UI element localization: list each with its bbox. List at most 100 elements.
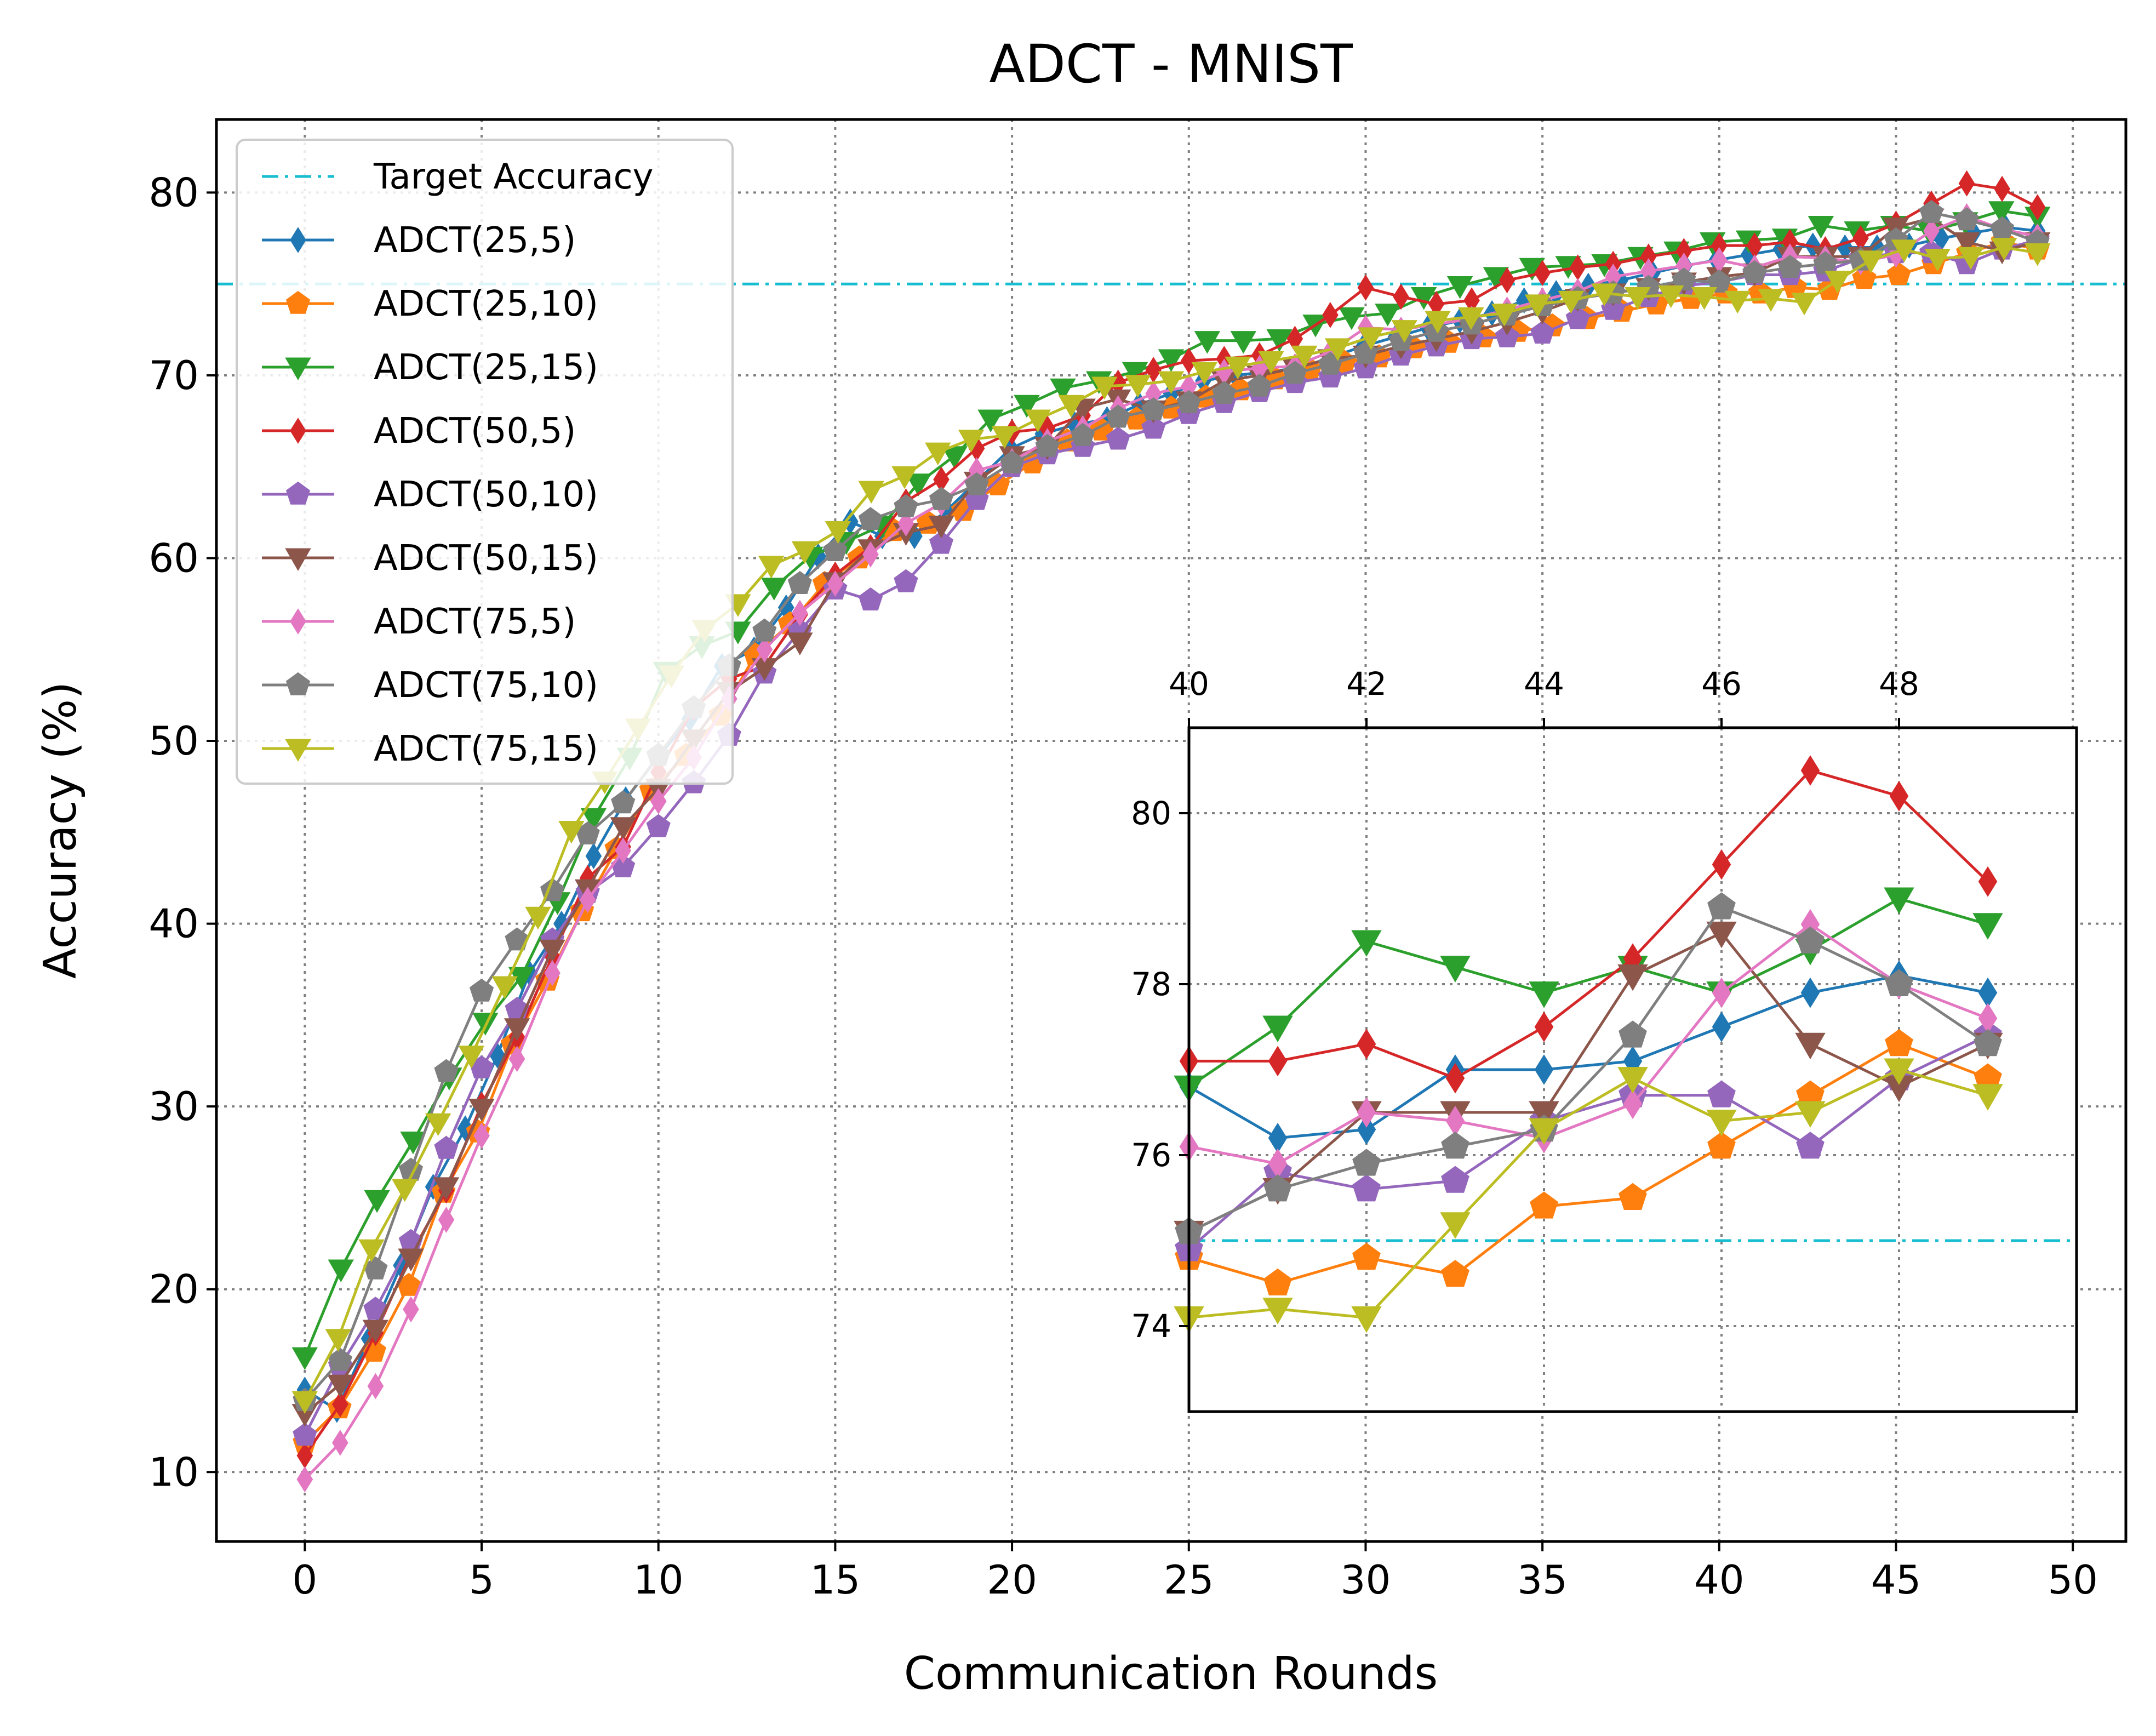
data-point	[1954, 207, 1979, 231]
data-point	[291, 1347, 318, 1370]
inset-series-line	[1188, 931, 1989, 1234]
data-point	[964, 472, 989, 495]
inset-data-point	[1623, 1088, 1643, 1120]
inset-data-point	[1357, 1029, 1376, 1060]
inset-data-point	[1884, 1058, 1914, 1086]
legend-box	[236, 139, 734, 785]
x-tick-label: 30	[1341, 1557, 1391, 1603]
data-point	[1230, 331, 1257, 354]
inset-data-point	[1617, 964, 1648, 991]
inset-data-point	[1884, 887, 1914, 915]
data-point	[1266, 329, 1293, 352]
inset-data-point	[1795, 1101, 1826, 1128]
data-point	[1180, 347, 1197, 374]
data-point	[434, 1059, 459, 1082]
data-point	[293, 1423, 317, 1446]
inset-data-point	[1707, 892, 1736, 920]
data-point	[925, 442, 951, 466]
data-point	[392, 1179, 418, 1202]
data-point	[1994, 175, 2010, 202]
inset-y-tick-label: 78	[1131, 966, 1171, 1003]
data-point	[1558, 290, 1585, 314]
data-point	[791, 541, 818, 564]
chart-title: ADCT - MNIST	[989, 33, 1353, 95]
inset-data-point	[1529, 1118, 1559, 1145]
data-point	[1991, 238, 2017, 261]
data-point	[1758, 289, 1784, 312]
data-point	[650, 788, 667, 814]
data-point	[894, 569, 918, 592]
inset-data-point	[1707, 1080, 1736, 1107]
legend-label: ADCT(50,5)	[374, 411, 576, 452]
inset-data-point	[1263, 1174, 1292, 1202]
legend-label: ADCT(25,10)	[374, 284, 598, 324]
data-point	[1339, 307, 1365, 330]
data-point	[1691, 287, 1718, 310]
inset-x-tick-label: 40	[1169, 665, 1209, 703]
data-point	[585, 843, 602, 870]
inset-x-tick-label: 44	[1524, 665, 1564, 703]
inset-series-line	[1188, 906, 1989, 1234]
inset-frame	[1187, 726, 2078, 1413]
x-tick-label: 40	[1694, 1557, 1745, 1603]
inset-data-point	[1800, 755, 1820, 786]
data-point	[823, 538, 848, 561]
legend-marker	[285, 357, 311, 381]
data-point	[1953, 232, 1980, 255]
y-tick-label: 60	[148, 535, 199, 581]
inset-data-point	[1351, 1306, 1382, 1333]
data-point	[473, 1122, 490, 1149]
data-point	[991, 426, 1018, 449]
data-point	[1499, 267, 1516, 294]
inset-series-line	[1188, 1042, 1988, 1285]
data-point	[1141, 415, 1166, 439]
legend-marker	[285, 290, 311, 314]
data-point	[1813, 251, 1838, 275]
inset-data-point	[1440, 1212, 1471, 1239]
inset-data-point	[1712, 977, 1731, 1008]
y-tick-label: 70	[148, 352, 199, 398]
x-tick-label: 35	[1517, 1557, 1568, 1603]
data-point	[525, 906, 551, 930]
inset-data-point	[1441, 1132, 1469, 1159]
inset-series-line	[1188, 923, 1988, 1166]
inset-data-point	[1441, 1260, 1469, 1287]
data-point	[1458, 307, 1484, 330]
inset-data-point	[1974, 1029, 2002, 1057]
inset-data-point	[1885, 1029, 1913, 1057]
inset-data-point	[1972, 913, 2003, 940]
data-point	[403, 1296, 419, 1323]
inset-data-point	[1707, 1132, 1736, 1159]
x-axis-label: Communication Rounds	[904, 1648, 1438, 1700]
inset-data-point	[1706, 1110, 1737, 1137]
data-point	[1923, 218, 1940, 244]
data-point	[1358, 327, 1385, 350]
data-point	[1106, 426, 1130, 450]
data-point	[362, 1320, 389, 1343]
inset-data-point	[1712, 1012, 1731, 1042]
data-point	[1091, 376, 1118, 400]
data-point	[1212, 381, 1237, 404]
y-axis-label: Accuracy (%)	[35, 682, 87, 979]
x-tick-label: 50	[2048, 1557, 2098, 1603]
legend-label: ADCT(25,15)	[374, 347, 598, 388]
data-point	[1291, 345, 1318, 369]
data-point	[425, 1113, 451, 1137]
data-point	[1491, 304, 1518, 327]
data-point	[433, 1177, 460, 1200]
data-point	[364, 1190, 390, 1213]
inset-data-point	[1534, 1054, 1554, 1085]
inset-series-line	[1188, 1068, 1988, 1319]
data-point	[1025, 409, 1051, 433]
data-point	[332, 1391, 348, 1418]
data-point	[1258, 351, 1284, 374]
data-point	[328, 1259, 354, 1283]
inset-data-point	[1357, 1114, 1376, 1145]
x-tick-label: 20	[987, 1557, 1037, 1603]
data-point	[756, 636, 773, 663]
data-point	[1791, 293, 1817, 316]
data-point	[291, 1391, 318, 1414]
inset-ticks: 40 42 44 46 48 74 76 78 80	[1131, 665, 1919, 1345]
data-point	[398, 1248, 424, 1272]
inset-data-point	[1796, 926, 1825, 953]
